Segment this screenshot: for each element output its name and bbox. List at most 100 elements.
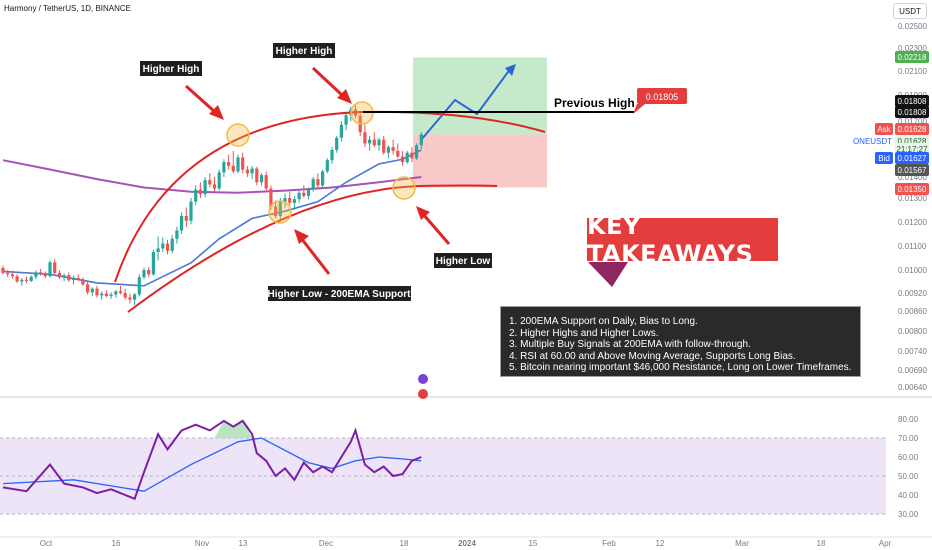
arrow-higher-low-2	[421, 213, 451, 245]
price-tick-label: 0.02500	[898, 22, 927, 31]
candle-body	[53, 262, 57, 273]
arrowheads	[209, 89, 430, 244]
target-price-badge: 0.02218	[898, 53, 927, 62]
candle-body	[339, 124, 343, 138]
price-tick-label: 0.01300	[898, 194, 927, 203]
candle-body	[203, 180, 207, 195]
candle-body	[255, 168, 259, 183]
time-tick-label: Nov	[195, 539, 209, 548]
higher-high-label-2-bg	[273, 43, 335, 58]
price-tick-label: 0.00640	[898, 383, 927, 392]
candle-body	[10, 274, 14, 277]
projection-path	[420, 67, 512, 141]
price-tick-label: 0.01200	[898, 218, 927, 227]
rsi-pane	[0, 419, 886, 515]
symbol-title[interactable]: Harmony / TetherUS, 1D, BINANCE	[4, 4, 132, 13]
candle-body	[86, 284, 90, 293]
price-tick-label: 0.01000	[898, 266, 927, 275]
candle-body	[194, 189, 198, 202]
higher-low-label-2: Higher Low	[436, 256, 491, 267]
candle-body	[62, 275, 66, 278]
higher-high-label-2: Higher High	[276, 46, 333, 57]
candle-body	[71, 278, 76, 281]
candle-body	[147, 270, 151, 275]
swing-point-marker	[268, 200, 292, 224]
candle-body	[20, 279, 24, 282]
callout-arrows	[184, 66, 451, 275]
takeaway-item: 1. 200EMA Support on Daily, Bias to Long…	[509, 316, 698, 327]
candle-body	[278, 201, 282, 216]
trade-setup[interactable]	[413, 57, 547, 188]
candle-body	[217, 172, 221, 189]
candle-body	[133, 294, 137, 300]
candle-body	[128, 297, 132, 300]
candle-body	[245, 169, 249, 174]
rsi-overbought-fill	[214, 420, 253, 438]
lightning-icon[interactable]	[418, 374, 428, 384]
candle-body	[274, 206, 278, 216]
price-tick-label: 0.01700	[898, 117, 927, 126]
ema-lines	[2, 149, 422, 287]
bid-label-bg	[875, 152, 893, 164]
candle-body	[415, 145, 419, 159]
candle-body	[344, 115, 348, 125]
time-tick-label: Dec	[319, 539, 333, 548]
ask-label: Ask	[877, 125, 891, 134]
time-tick-label: 12	[656, 539, 665, 548]
previous-high-price-badge-bg	[895, 95, 929, 107]
candle-body	[48, 262, 52, 277]
candle-body	[6, 272, 10, 275]
time-tick-label: 18	[817, 539, 826, 548]
candle-body	[137, 277, 141, 295]
symbol-badge: ONEUSDT	[853, 137, 892, 146]
candle-body	[15, 276, 19, 282]
flag-icon[interactable]	[418, 389, 428, 399]
candle-body	[316, 179, 320, 186]
bid-label: Bid	[878, 154, 890, 163]
key-takeaways-title: KEY TAKEAWAYS	[587, 212, 778, 268]
previous-high-price-badge-2: 0.01808	[898, 108, 927, 117]
previous-high-badge-pointer	[633, 104, 645, 114]
price-tick-label: 0.00690	[898, 366, 927, 375]
candle-body	[325, 160, 329, 172]
higher-high-label-1-bg	[140, 61, 202, 76]
ask-price-badge: 0.01628	[898, 125, 927, 134]
candle-body	[382, 139, 386, 153]
ema-short-line	[2, 149, 422, 287]
price-badges: 0.02218 0.01808 0.01808 Ask 0.01628 ONEUSDT 0.…	[852, 51, 929, 195]
currency-button[interactable]: USDT	[893, 3, 927, 19]
candle-body	[292, 199, 296, 203]
time-tick-label: Feb	[602, 539, 616, 548]
higher-high-label-1: Higher High	[143, 64, 200, 75]
candle-body	[410, 152, 414, 159]
candle-body	[156, 248, 160, 252]
candle-body	[100, 293, 104, 296]
candle-body	[175, 230, 179, 239]
projection-arrowhead	[505, 64, 516, 76]
rsi-line	[2, 419, 422, 501]
higher-low-label-2-bg	[434, 253, 492, 268]
candle-body	[208, 180, 212, 185]
swing-point-marker	[392, 176, 416, 200]
ema-price-badge-bg	[895, 164, 929, 176]
candle-body	[34, 272, 38, 277]
candle-body	[114, 291, 118, 295]
candle-body	[368, 139, 372, 144]
key-takeaways-box: 1. 200EMA Support on Daily, Bias to Long…	[500, 306, 861, 377]
candle-body	[283, 198, 287, 202]
ask-price-badge-bg	[895, 123, 929, 135]
ask-label-bg	[875, 123, 893, 135]
price-tick-label: 0.00920	[898, 289, 927, 298]
higher-low-label-1-bg	[268, 286, 411, 301]
ema-price-badge: 0.01567	[898, 166, 927, 175]
candle-body	[1, 268, 5, 273]
candle-body	[90, 288, 94, 293]
price-tick-label: 0.00800	[898, 327, 927, 336]
rsi-tick-label: 70.00	[898, 434, 919, 443]
previous-high-label: Previous High	[554, 96, 635, 110]
candle-body	[419, 134, 423, 146]
candle-body	[396, 150, 400, 157]
previous-high-price-badge-2-bg	[895, 106, 929, 118]
arrow-higher-high-2	[311, 66, 345, 98]
